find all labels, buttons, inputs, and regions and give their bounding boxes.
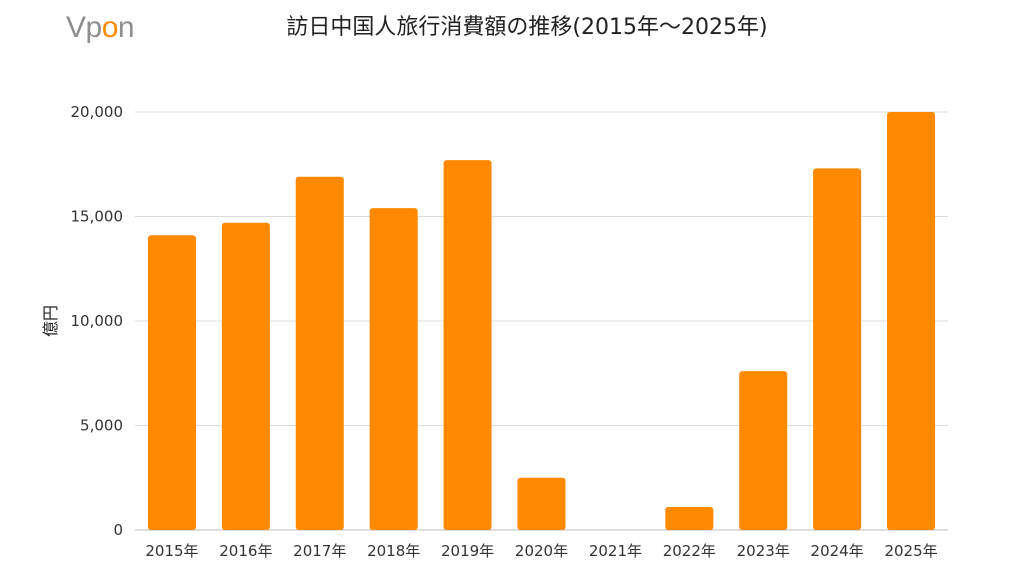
logo-accent: o (101, 11, 119, 44)
x-tick-label: 2021年 (589, 542, 642, 560)
bar-2016年 (221, 222, 270, 530)
x-tick-label: 2020年 (515, 542, 568, 560)
x-tick-label: 2024年 (811, 542, 864, 560)
bar-2015年 (147, 235, 196, 530)
y-tick-label: 15,000 (71, 208, 124, 226)
x-axis-ticks: 2015年 2016年 2017年 2018年 2019年 2020年 2021年 2022年… (145, 542, 937, 560)
bar-2020年 (517, 477, 566, 530)
bar-2023年 (739, 371, 788, 530)
bar-2019年 (443, 160, 492, 530)
x-tick-label: 2022年 (663, 542, 716, 560)
bar-2024年 (813, 168, 862, 530)
bar-2017年 (295, 176, 344, 531)
x-tick-label: 2023年 (737, 542, 790, 560)
x-tick-label: 2017年 (293, 542, 346, 560)
bar-2018年 (369, 208, 418, 530)
y-tick-label: 20,000 (71, 103, 124, 121)
bar-2022年 (665, 507, 714, 530)
logo-suffix: n (117, 11, 135, 44)
chart-title: 訪日中国人旅行消費額の推移(2015年～2025年) (286, 15, 768, 40)
y-tick-label: 10,000 (71, 312, 124, 330)
y-axis-label: 億円 (41, 305, 60, 337)
x-tick-label: 2016年 (219, 542, 272, 560)
y-tick-label: 5,000 (80, 417, 123, 435)
y-axis-ticks: 0 5,000 10,000 15,000 20,000 (71, 103, 124, 539)
y-tick-label: 0 (113, 521, 123, 539)
x-tick-label: 2015年 (145, 542, 198, 560)
logo-prefix: Vp (66, 11, 102, 44)
x-tick-label: 2019年 (441, 542, 494, 560)
bars (147, 112, 936, 531)
x-tick-label: 2018年 (367, 542, 420, 560)
bar-2025年 (887, 112, 936, 530)
vpon-logo: Vpon (66, 8, 135, 48)
x-tick-label: 2025年 (884, 542, 937, 560)
